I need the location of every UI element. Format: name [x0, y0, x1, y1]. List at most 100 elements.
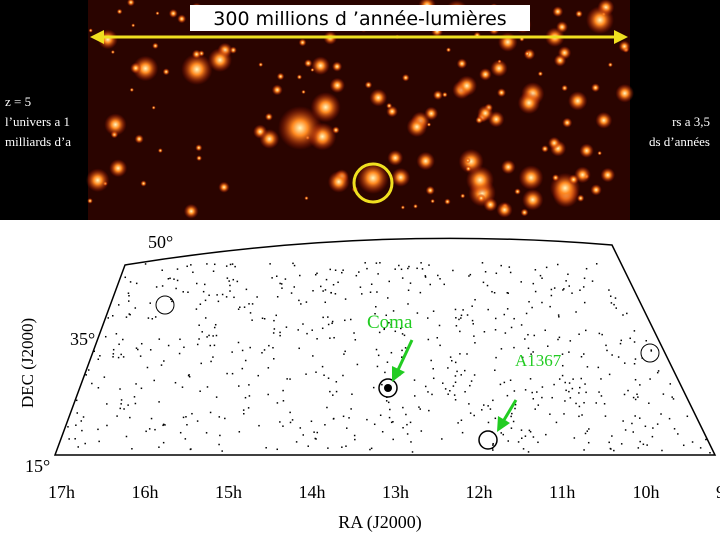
galaxy [482, 281, 485, 284]
galaxy [170, 298, 172, 301]
galaxy [582, 286, 585, 288]
galaxy [149, 349, 152, 351]
galaxy [652, 427, 654, 429]
galaxy [316, 431, 319, 434]
galaxy [186, 265, 188, 268]
galaxy [81, 429, 83, 432]
glow [157, 148, 163, 154]
glow [386, 102, 393, 109]
galaxy [279, 331, 281, 334]
galaxy [298, 347, 300, 350]
scale-arrow [90, 30, 628, 44]
glow [413, 203, 418, 209]
cluster-mark [155, 295, 175, 315]
galaxy [460, 314, 463, 317]
galaxy [248, 395, 251, 397]
galaxy [326, 406, 328, 409]
galaxy [537, 404, 540, 406]
galaxy [173, 278, 175, 280]
galaxy [354, 438, 356, 441]
galaxy [120, 399, 123, 401]
galaxy [615, 307, 617, 309]
galaxy [226, 277, 229, 279]
galaxy [495, 356, 497, 359]
coma-cluster [378, 378, 398, 398]
galaxy [195, 282, 198, 285]
galaxy [181, 386, 184, 388]
galaxy [209, 344, 212, 347]
galaxy [249, 312, 252, 314]
galaxy [499, 383, 502, 386]
galaxy [474, 298, 476, 301]
galaxy [335, 381, 338, 383]
galaxy [583, 353, 585, 355]
galaxy [406, 423, 408, 426]
galaxy [642, 443, 645, 446]
ra-label: 12h [466, 482, 493, 502]
galaxy [285, 326, 288, 328]
galaxy [578, 405, 581, 408]
galaxy [239, 306, 241, 308]
galaxy [639, 384, 641, 386]
galaxy [454, 399, 457, 401]
galaxy [430, 359, 432, 362]
galaxy [273, 358, 275, 360]
galaxy [502, 433, 505, 436]
dec-axis-label: DEC (J2000) [18, 318, 37, 408]
galaxy [521, 356, 524, 359]
galaxy [293, 286, 296, 288]
galaxy [656, 423, 659, 425]
glow [140, 180, 147, 187]
galaxy [605, 344, 607, 347]
galaxy [233, 296, 235, 299]
left-text: l’univers a 1 [5, 114, 70, 129]
galaxy [677, 433, 679, 435]
galaxy [608, 441, 610, 444]
galaxy [124, 276, 127, 279]
galaxy [248, 303, 250, 305]
galaxy [67, 426, 69, 428]
glow [151, 105, 156, 110]
galaxy [431, 393, 433, 396]
galaxy [557, 338, 559, 341]
galaxy [244, 359, 247, 362]
galaxy [561, 353, 564, 355]
galaxy [563, 288, 565, 290]
galaxy [438, 324, 441, 327]
galaxy [529, 378, 532, 380]
galaxy [154, 428, 156, 431]
glow [579, 143, 594, 158]
galaxy [536, 391, 538, 393]
ra-label: 10h [633, 482, 660, 502]
galaxy [447, 367, 449, 369]
glow [364, 81, 373, 89]
galaxy [319, 285, 322, 288]
galaxy [214, 323, 217, 326]
galaxy [201, 331, 203, 333]
galaxy [279, 421, 281, 423]
galaxy [257, 374, 259, 377]
galaxy [276, 448, 278, 451]
galaxy [376, 365, 379, 368]
galaxy [432, 367, 434, 370]
galaxy [327, 323, 330, 326]
galaxy [77, 446, 79, 448]
glow [131, 23, 136, 28]
galaxy [329, 337, 331, 339]
glow [129, 87, 134, 93]
galaxy [128, 313, 131, 315]
glow [520, 208, 529, 217]
galaxy [613, 449, 615, 452]
galaxy [534, 290, 537, 293]
galaxy [389, 408, 391, 411]
annotation: A1367 [515, 351, 562, 370]
galaxy [342, 415, 345, 418]
galaxy [604, 415, 607, 417]
galaxy [146, 366, 149, 369]
galaxy [545, 433, 547, 436]
galaxy [383, 327, 386, 329]
galaxy [327, 316, 329, 318]
galaxy [541, 277, 543, 279]
galaxy [204, 317, 207, 319]
galaxy [127, 404, 129, 406]
